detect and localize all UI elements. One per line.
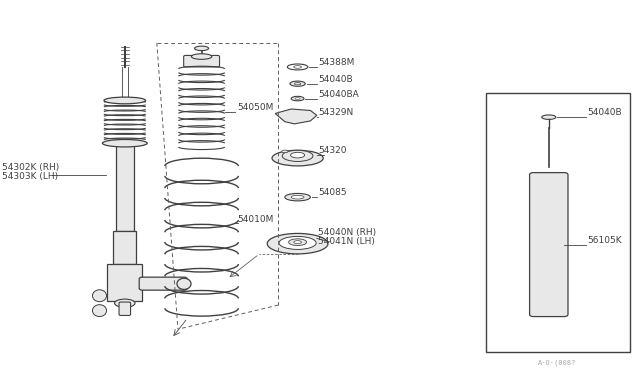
- Text: 54085: 54085: [318, 188, 347, 197]
- Text: A·O·(008?: A·O·(008?: [538, 359, 576, 366]
- Ellipse shape: [285, 193, 310, 201]
- Ellipse shape: [268, 234, 328, 254]
- Ellipse shape: [294, 241, 301, 244]
- Ellipse shape: [195, 46, 209, 51]
- Bar: [486, 93, 630, 352]
- FancyBboxPatch shape: [113, 231, 136, 264]
- Ellipse shape: [542, 115, 556, 119]
- Ellipse shape: [102, 140, 147, 147]
- FancyBboxPatch shape: [108, 264, 143, 301]
- Ellipse shape: [291, 195, 304, 199]
- Text: 54050M: 54050M: [237, 103, 273, 112]
- Ellipse shape: [282, 150, 313, 161]
- Text: 54040N (RH): 54040N (RH): [318, 228, 376, 237]
- Text: 54302K (RH): 54302K (RH): [2, 163, 59, 172]
- Text: 54010M: 54010M: [237, 215, 273, 224]
- Ellipse shape: [291, 96, 304, 101]
- Ellipse shape: [115, 299, 135, 307]
- Ellipse shape: [104, 97, 146, 104]
- Text: 54040B: 54040B: [318, 75, 353, 84]
- FancyBboxPatch shape: [184, 55, 220, 67]
- Ellipse shape: [291, 153, 305, 158]
- Ellipse shape: [290, 81, 305, 86]
- Polygon shape: [275, 109, 317, 124]
- Text: 54320: 54320: [318, 146, 347, 155]
- Text: 54329N: 54329N: [318, 108, 353, 117]
- Text: 54041N (LH): 54041N (LH): [318, 237, 375, 246]
- Ellipse shape: [116, 141, 134, 145]
- Ellipse shape: [282, 150, 288, 153]
- FancyBboxPatch shape: [116, 143, 134, 231]
- Ellipse shape: [177, 278, 191, 289]
- Text: 54040B: 54040B: [588, 108, 622, 117]
- Ellipse shape: [92, 305, 106, 317]
- Ellipse shape: [289, 239, 307, 246]
- Text: 54388M: 54388M: [318, 58, 355, 67]
- Ellipse shape: [92, 290, 106, 302]
- Ellipse shape: [295, 98, 300, 100]
- FancyBboxPatch shape: [530, 173, 568, 317]
- FancyBboxPatch shape: [119, 302, 131, 315]
- Ellipse shape: [279, 237, 316, 250]
- Text: 56105K: 56105K: [588, 236, 622, 245]
- Text: 54303K (LH): 54303K (LH): [2, 172, 58, 181]
- Text: 54040BA: 54040BA: [318, 90, 359, 99]
- FancyBboxPatch shape: [140, 277, 187, 290]
- Ellipse shape: [272, 150, 323, 166]
- Ellipse shape: [191, 54, 212, 60]
